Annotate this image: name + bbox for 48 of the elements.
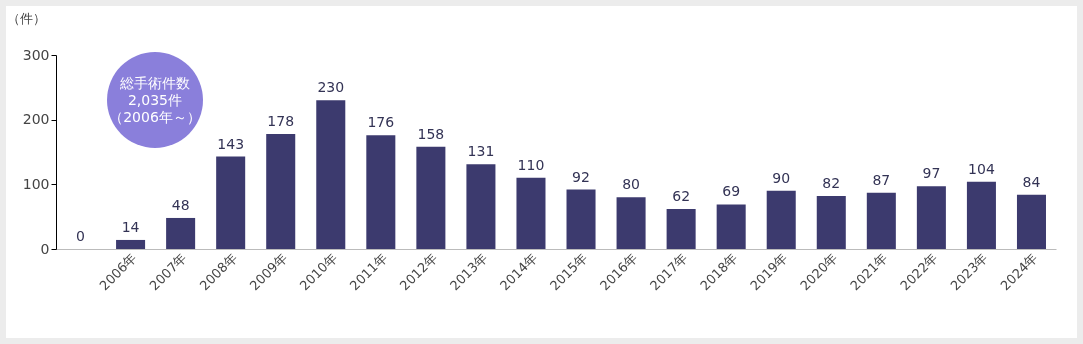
data-label: 82 [822, 174, 841, 191]
bar [566, 189, 596, 249]
y-axis-title: （件） [7, 10, 46, 26]
bar [816, 195, 846, 249]
bar [416, 146, 446, 249]
data-label: 104 [968, 160, 995, 177]
data-label: 0 [76, 228, 85, 244]
data-label: 84 [1022, 173, 1041, 190]
annotation: 総手術件数 [119, 74, 191, 92]
circle-badge: 総手術件数 2,035件 （2006年～） [107, 52, 203, 148]
data-label: 230 [317, 79, 345, 96]
bar [116, 239, 146, 249]
data-label: 143 [217, 135, 245, 152]
data-label: 87 [872, 171, 891, 188]
bar [1016, 194, 1046, 249]
annotation: （2006年～） [109, 108, 201, 126]
data-label: 90 [772, 169, 791, 186]
data-label: 97 [922, 165, 941, 182]
data-label: 176 [367, 114, 395, 131]
bar [766, 190, 796, 249]
bar [616, 197, 646, 249]
data-label: 14 [121, 218, 140, 235]
bar [266, 133, 296, 249]
bar [516, 177, 546, 249]
bar [866, 192, 896, 249]
bar [366, 135, 396, 249]
bar [316, 100, 346, 249]
data-label: 158 [417, 125, 445, 142]
bar [166, 217, 196, 249]
y-tick-label: 0 [40, 240, 50, 257]
bar [966, 181, 996, 249]
data-label: 92 [572, 168, 590, 185]
bar [216, 156, 246, 249]
bar [916, 186, 946, 249]
data-label: 131 [467, 143, 495, 160]
data-label: 178 [267, 112, 295, 129]
bar [666, 208, 696, 249]
data-label: 80 [622, 176, 640, 193]
data-label: 110 [517, 156, 545, 173]
annotation: 2,035件 [126, 91, 184, 109]
bar [466, 164, 496, 249]
y-tick-label: 200 [22, 111, 50, 128]
y-tick-label: 100 [22, 175, 50, 192]
data-label: 62 [672, 187, 691, 204]
data-label: 48 [171, 196, 190, 213]
data-label: 69 [722, 183, 741, 200]
bar [716, 204, 746, 249]
y-tick-label: 300 [22, 46, 50, 63]
